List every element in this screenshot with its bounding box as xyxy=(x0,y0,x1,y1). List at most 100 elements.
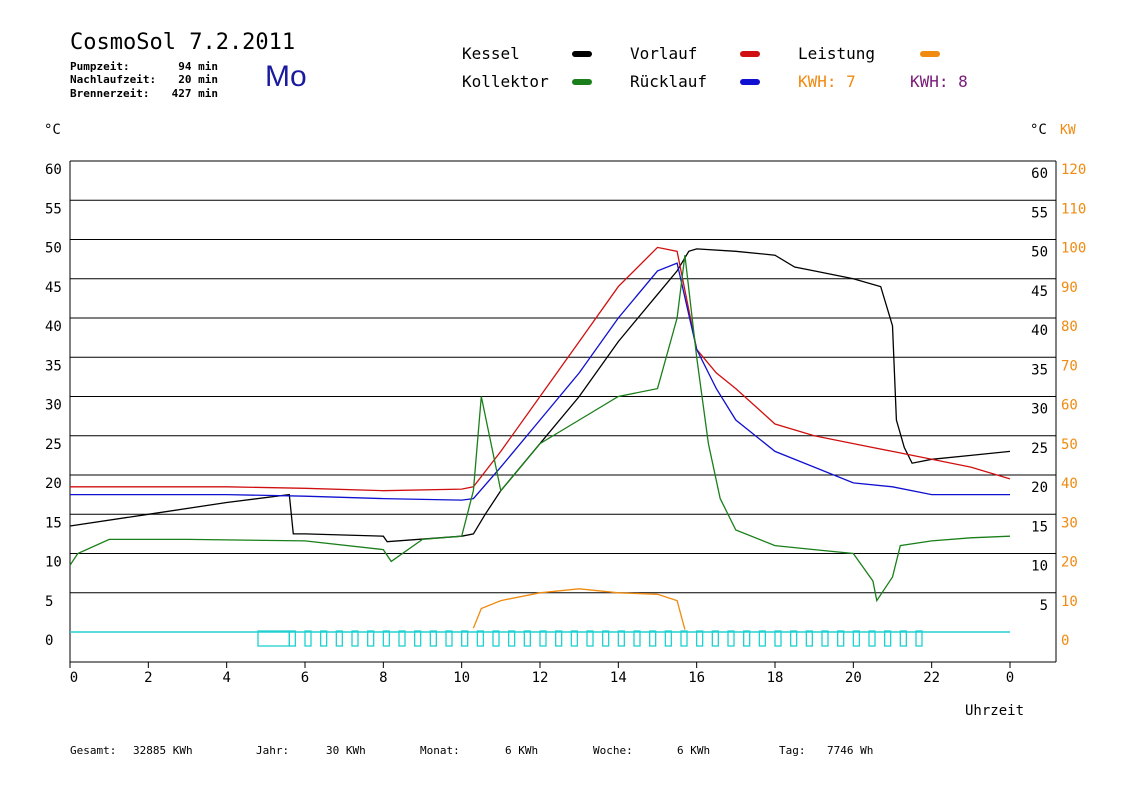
pump-marker xyxy=(492,630,500,647)
x-tick-label: 4 xyxy=(222,670,230,686)
pump-marker xyxy=(821,630,829,647)
y-right-temp-tick-label: 20 xyxy=(1031,480,1048,496)
pump-marker xyxy=(555,630,563,647)
y-right-power-tick-label: 50 xyxy=(1061,437,1078,453)
y-right-power-tick-label: 0 xyxy=(1061,633,1069,649)
y-right-power-tick-label: 120 xyxy=(1061,162,1086,178)
x-axis-label: Uhrzeit xyxy=(965,703,1024,719)
legend-vorlauf: Vorlauf xyxy=(630,44,698,63)
pump-marker xyxy=(508,630,516,647)
pump-marker xyxy=(664,630,672,647)
pump-marker xyxy=(586,630,594,647)
pump-marker xyxy=(633,630,641,647)
y-right-temp-tick-label: 40 xyxy=(1031,323,1048,339)
x-tick-label: 12 xyxy=(532,670,549,686)
y-left-tick-label: 30 xyxy=(45,398,62,414)
y-left-tick-label: 45 xyxy=(45,280,62,296)
legend-kessel-swatch xyxy=(572,51,592,57)
pump-marker xyxy=(899,630,907,647)
x-tick-label: 22 xyxy=(923,670,940,686)
y-right-temp-unit-label: °C xyxy=(1030,122,1047,138)
total-value: 32885 KWh xyxy=(133,744,193,757)
pump-marker xyxy=(696,630,704,647)
pump-marker xyxy=(523,630,531,647)
pump-marker xyxy=(774,630,782,647)
y-left-tick-label: 10 xyxy=(45,555,62,571)
legend-ruecklauf: Rücklauf xyxy=(630,72,708,91)
x-tick-label: 0 xyxy=(1006,670,1014,686)
y-right-temp-tick-label: 45 xyxy=(1031,284,1048,300)
legend-leistung: Leistung xyxy=(798,44,876,63)
y-left-tick-label: 5 xyxy=(45,594,53,610)
y-left-tick-label: 20 xyxy=(45,476,62,492)
y-right-temp-tick-label: 15 xyxy=(1031,519,1048,535)
pump-marker xyxy=(727,630,735,647)
y-right-power-tick-label: 100 xyxy=(1061,241,1086,257)
pump-marker xyxy=(743,630,751,647)
pump-marker xyxy=(320,630,328,647)
legend-kessel: Kessel xyxy=(462,44,520,63)
day-value: 7746 Wh xyxy=(827,744,874,757)
pump-marker xyxy=(398,630,406,647)
week-value: 6 KWh xyxy=(677,744,711,757)
legend-leistung-swatch xyxy=(920,51,940,57)
y-left-tick-label: 60 xyxy=(45,162,62,178)
pump-time-label: Pumpzeit: xyxy=(70,60,130,73)
x-tick-label: 8 xyxy=(379,670,387,686)
y-right-power-tick-label: 70 xyxy=(1061,358,1078,374)
x-tick-label: 20 xyxy=(845,670,862,686)
month-value: 6 KWh xyxy=(505,744,539,757)
y-left-tick-label: 25 xyxy=(45,437,62,453)
week-label: Woche: xyxy=(593,744,633,757)
y-right-power-tick-label: 30 xyxy=(1061,515,1078,531)
pump-marker xyxy=(852,630,860,647)
legend-kwh-1: KWH: 7 xyxy=(798,72,856,91)
pump-marker xyxy=(805,630,813,647)
pump-marker xyxy=(711,630,719,647)
pump-marker xyxy=(539,630,547,647)
series-line-ruecklauf xyxy=(70,262,1010,501)
day-label: Tag: xyxy=(779,744,806,757)
burner-time-label: Brennerzeit: xyxy=(70,87,150,100)
y-right-temp-tick-label: 30 xyxy=(1031,402,1048,418)
burner-time-value: 427 min xyxy=(171,87,218,100)
y-right-power-unit-label: KW xyxy=(1060,123,1076,138)
legend-kollektor: Kollektor xyxy=(462,72,549,91)
total-label: Gesamt: xyxy=(70,744,117,757)
pump-marker xyxy=(758,630,766,647)
y-right-power-tick-label: 40 xyxy=(1061,476,1078,492)
y-right-temp-tick-label: 60 xyxy=(1031,166,1048,182)
x-tick-label: 16 xyxy=(688,670,705,686)
y-left-tick-label: 15 xyxy=(45,515,62,531)
pump-marker xyxy=(351,630,359,647)
pump-marker xyxy=(367,630,375,647)
legend-ruecklauf-swatch xyxy=(740,79,760,85)
pump-marker xyxy=(837,630,845,647)
x-tick-label: 2 xyxy=(144,670,152,686)
pump-marker xyxy=(915,630,923,647)
x-tick-label: 0 xyxy=(70,670,78,686)
y-right-temp-tick-label: 25 xyxy=(1031,441,1048,457)
pump-marker xyxy=(617,630,625,647)
y-right-power-tick-label: 20 xyxy=(1061,555,1078,571)
y-right-power-tick-label: 80 xyxy=(1061,319,1078,335)
y-right-temp-tick-label: 10 xyxy=(1031,559,1048,575)
pump-marker xyxy=(476,630,484,647)
y-right-temp-tick-label: 35 xyxy=(1031,362,1048,378)
pump-marker xyxy=(868,630,876,647)
y-right-temp-tick-label: 50 xyxy=(1031,245,1048,261)
y-left-tick-label: 50 xyxy=(45,241,62,257)
y-right-temp-tick-label: 55 xyxy=(1031,205,1048,221)
year-label: Jahr: xyxy=(256,744,290,757)
x-tick-label: 14 xyxy=(610,670,627,686)
legend-kollektor-swatch xyxy=(572,79,592,85)
pump-marker xyxy=(445,630,453,647)
pump-time-value: 94 min xyxy=(178,60,218,73)
pump-marker xyxy=(335,630,343,647)
series-line-kessel xyxy=(69,248,1011,543)
y-right-power-tick-label: 90 xyxy=(1061,280,1078,296)
series-line-kollektor xyxy=(69,255,1011,603)
pump-marker xyxy=(429,630,437,647)
pump-marker xyxy=(257,630,290,647)
